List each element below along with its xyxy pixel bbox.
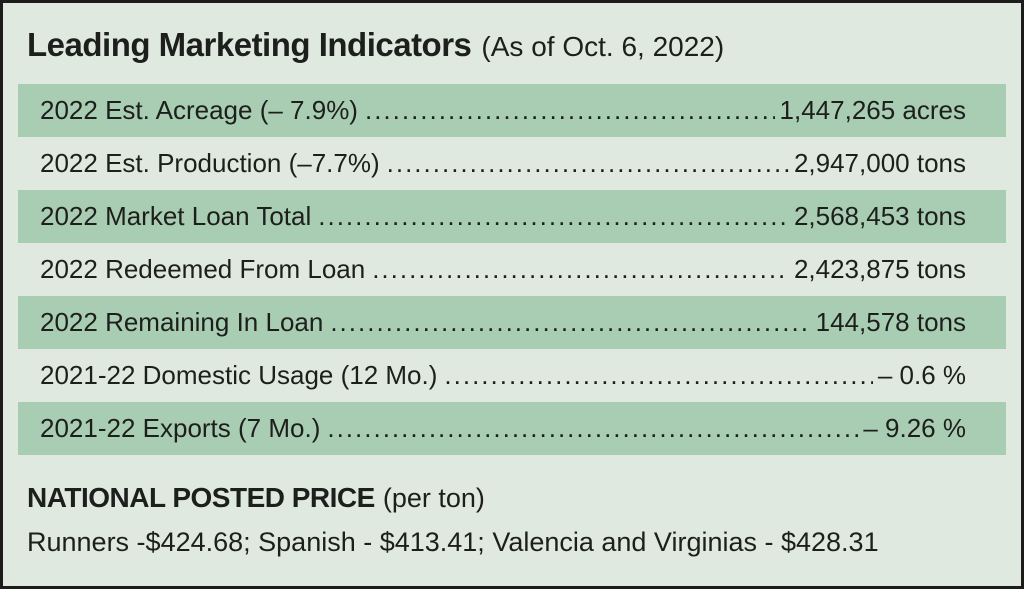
row-label: 2022 Market Loan Total <box>40 201 312 231</box>
dot-leader <box>330 296 810 349</box>
dot-leader <box>372 243 789 296</box>
dot-leader <box>365 84 775 137</box>
row-label: 2022 Est. Production (–7.7%) <box>40 148 380 178</box>
row-value: – 0.6 % <box>877 360 966 390</box>
table-row-exports: 2021-22 Exports (7 Mo.) – 9.26 % <box>18 402 1006 455</box>
row-value: 2,423,875 tons <box>793 254 966 284</box>
row-label: 2021-22 Domestic Usage (12 Mo.) <box>40 360 438 390</box>
row-label: 2021-22 Exports (7 Mo.) <box>40 413 321 443</box>
title-date-note: (As of Oct. 6, 2022) <box>481 31 725 62</box>
dot-leader <box>387 137 789 190</box>
row-label: 2022 Est. Acreage (– 7.9%) <box>40 95 358 125</box>
box-header: Leading Marketing Indicators (As of Oct. … <box>3 3 1021 64</box>
dot-leader <box>327 402 858 455</box>
page-title: Leading Marketing Indicators <box>27 26 472 63</box>
row-value: 144,578 tons <box>815 307 966 337</box>
posted-price-unit-note: (per ton) <box>382 483 485 513</box>
dot-leader <box>444 349 872 402</box>
table-row-remaining-in-loan: 2022 Remaining In Loan 144,578 tons <box>18 296 1006 349</box>
row-value: 2,947,000 tons <box>793 148 966 178</box>
row-value: 2,568,453 tons <box>793 201 966 231</box>
row-label: 2022 Redeemed From Loan <box>40 254 366 284</box>
posted-price-heading: NATIONAL POSTED PRICE <box>27 482 375 513</box>
row-label: 2022 Remaining In Loan <box>40 307 324 337</box>
table-row-acreage: 2022 Est. Acreage (– 7.9%) 1,447,265 acr… <box>18 84 1006 137</box>
posted-price-section: NATIONAL POSTED PRICE (per ton) Runners -… <box>3 455 1021 558</box>
row-value: – 9.26 % <box>863 413 966 443</box>
table-row-production: 2022 Est. Production (–7.7%) 2,947,000 t… <box>18 137 1006 190</box>
dot-leader <box>318 190 789 243</box>
table-row-redeemed-from-loan: 2022 Redeemed From Loan 2,423,875 tons <box>18 243 1006 296</box>
row-value: 1,447,265 acres <box>779 95 966 125</box>
indicators-table: 2022 Est. Acreage (– 7.9%) 1,447,265 acr… <box>18 84 1006 455</box>
posted-price-values: Runners -$424.68; Spanish - $413.41; Val… <box>27 527 879 557</box>
table-row-market-loan-total: 2022 Market Loan Total 2,568,453 tons <box>18 190 1006 243</box>
posted-price-heading-line: NATIONAL POSTED PRICE (per ton) <box>27 482 997 514</box>
table-row-domestic-usage: 2021-22 Domestic Usage (12 Mo.) – 0.6 % <box>18 349 1006 402</box>
